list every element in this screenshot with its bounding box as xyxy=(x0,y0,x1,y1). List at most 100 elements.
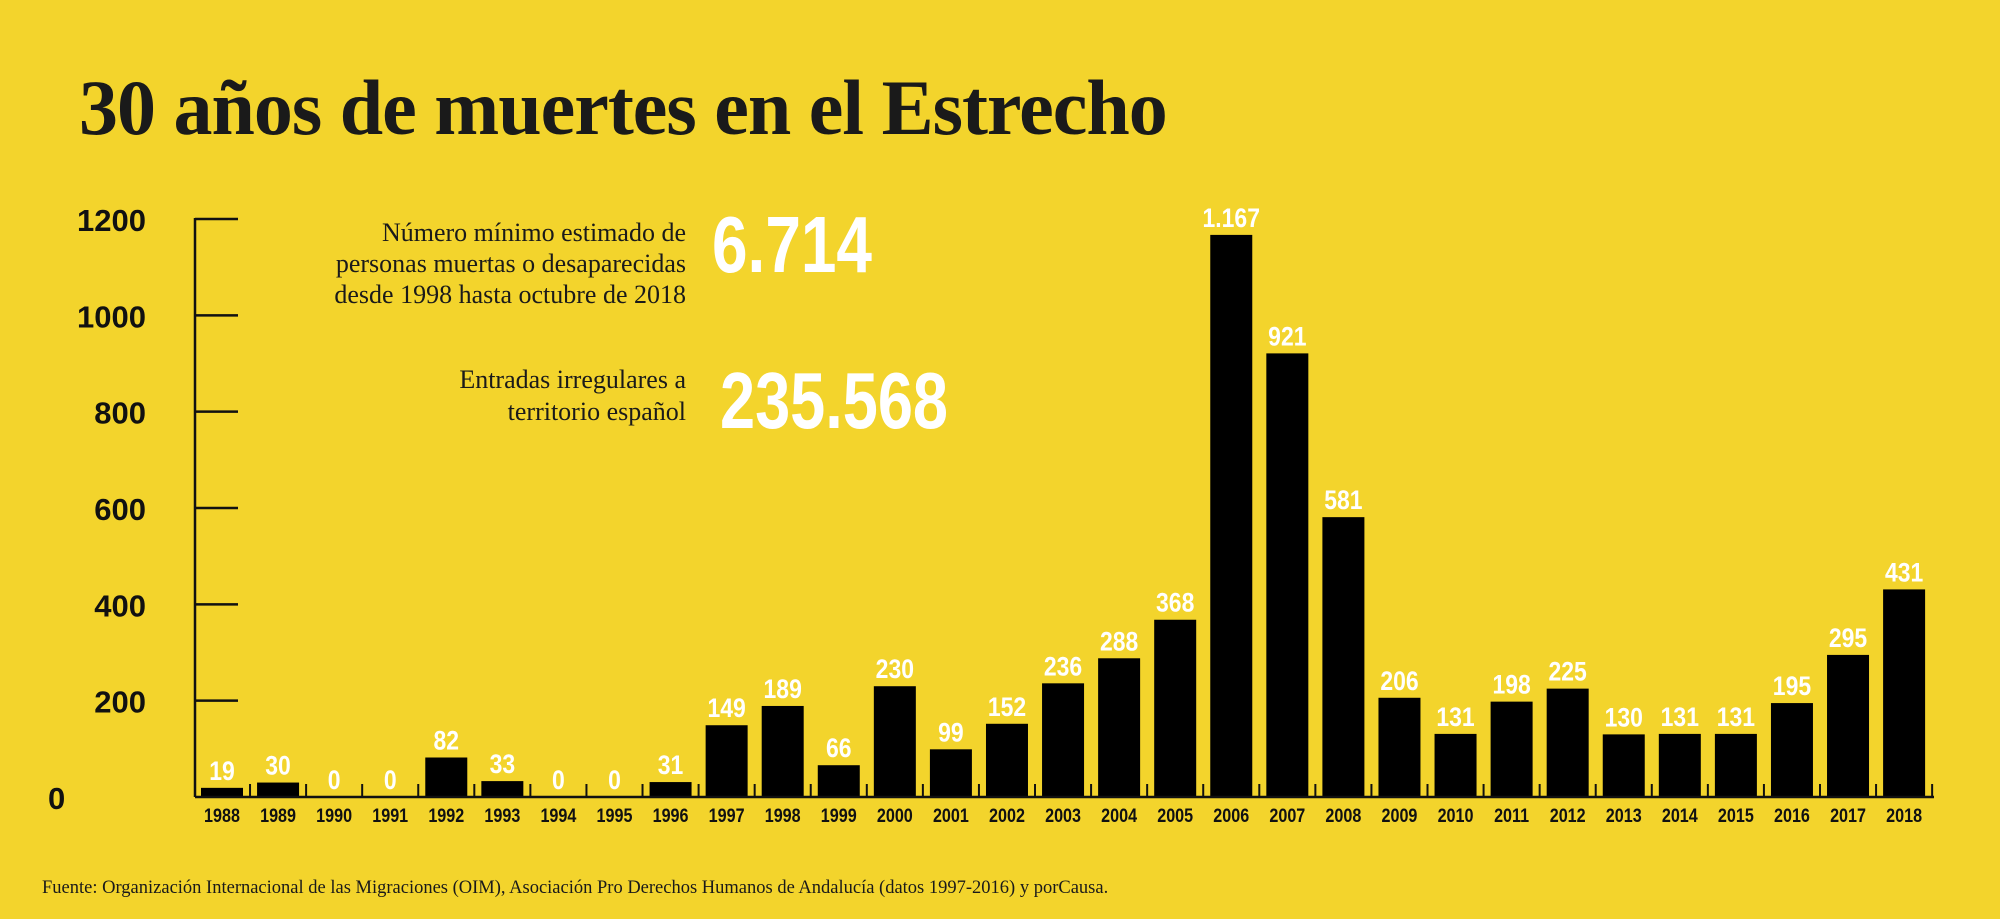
bar-2006 xyxy=(1210,234,1253,797)
y-tick-label: 1000 xyxy=(77,299,146,334)
bar-2004 xyxy=(1098,658,1141,797)
x-tick-label-2004: 2004 xyxy=(1101,805,1137,827)
value-label-2013: 130 xyxy=(1605,703,1643,733)
value-label-1992: 82 xyxy=(434,726,460,756)
value-label-1994: 0 xyxy=(552,765,565,795)
bar-2018 xyxy=(1883,589,1926,797)
y-tick-label: 800 xyxy=(94,396,146,431)
value-label-2012: 225 xyxy=(1549,657,1587,687)
x-tick-label-2011: 2011 xyxy=(1494,805,1529,827)
x-tick-label-1999: 1999 xyxy=(821,805,857,827)
value-label-1998: 189 xyxy=(764,674,802,704)
y-tick-label: 600 xyxy=(94,492,146,527)
bar-1992 xyxy=(425,757,468,797)
bar-1989 xyxy=(257,782,300,797)
bar-2003 xyxy=(1042,683,1085,797)
value-label-2014: 131 xyxy=(1661,702,1699,732)
bar-1999 xyxy=(817,765,860,797)
x-tick-label-2013: 2013 xyxy=(1606,805,1642,827)
bar-1997 xyxy=(705,725,748,797)
value-label-2007: 921 xyxy=(1268,322,1306,352)
bar-2016 xyxy=(1770,703,1813,797)
x-tick-label-1994: 1994 xyxy=(540,805,576,827)
value-label-1988: 19 xyxy=(209,756,235,786)
value-label-1997: 149 xyxy=(707,694,745,724)
value-label-2008: 581 xyxy=(1324,485,1362,515)
y-axis: 0 200 400 600 800 1000 1200 xyxy=(48,203,238,816)
bar-1996 xyxy=(649,782,692,797)
bars: 19 30 0 0 82 33 0 0 31 149 189 66 230 99 152 236 288 368 1… xyxy=(201,203,1926,797)
x-axis: 1988 1989 1990 1991 1992 1993 1994 1995 1996 1997… xyxy=(195,784,1934,826)
deaths-annotation: Número mínimo estimado de personas muert… xyxy=(334,200,872,309)
value-label-1996: 31 xyxy=(658,750,684,780)
entries-annotation: Entradas irregulares a territorio españo… xyxy=(459,356,948,445)
x-tick-label-2009: 2009 xyxy=(1382,805,1418,827)
x-tick-label-2001: 2001 xyxy=(933,805,969,827)
bar-2017 xyxy=(1827,654,1870,797)
value-label-1991: 0 xyxy=(384,765,397,795)
bar-2001 xyxy=(929,749,972,797)
x-tick-label-2005: 2005 xyxy=(1157,805,1193,827)
x-tick-label-1993: 1993 xyxy=(484,805,520,827)
x-tick-label-1995: 1995 xyxy=(597,805,633,827)
value-label-1990: 0 xyxy=(328,765,341,795)
x-tick-label-1989: 1989 xyxy=(260,805,296,827)
value-label-2002: 152 xyxy=(988,692,1026,722)
source-note: Fuente: Organización Internacional de la… xyxy=(42,878,1108,898)
x-tick-label-2003: 2003 xyxy=(1045,805,1081,827)
x-tick-label-1988: 1988 xyxy=(204,805,240,827)
value-label-2005: 368 xyxy=(1156,588,1194,618)
deaths-text-line-1: Número mínimo estimado de xyxy=(382,218,686,247)
bar-1993 xyxy=(481,781,524,797)
bar-2002 xyxy=(985,723,1028,797)
x-tick-label-2012: 2012 xyxy=(1550,805,1586,827)
x-tick-label-2016: 2016 xyxy=(1774,805,1810,827)
value-label-2004: 288 xyxy=(1100,627,1138,657)
x-tick-label-2007: 2007 xyxy=(1269,805,1305,827)
value-label-1989: 30 xyxy=(265,751,291,781)
bar-2000 xyxy=(873,686,916,797)
chart-title: 30 años de muertes en el Estrecho xyxy=(79,64,1167,151)
x-tick-label-2015: 2015 xyxy=(1718,805,1754,827)
value-label-2010: 131 xyxy=(1436,702,1474,732)
x-tick-label-1990: 1990 xyxy=(316,805,352,827)
y-tick-label: 200 xyxy=(94,685,146,720)
value-label-2017: 295 xyxy=(1829,623,1867,653)
value-label-2018: 431 xyxy=(1885,558,1923,588)
bar-2010 xyxy=(1434,733,1477,797)
x-tick-label-1997: 1997 xyxy=(709,805,745,827)
x-tick-label-1998: 1998 xyxy=(765,805,801,827)
bar-1998 xyxy=(761,705,804,797)
x-tick-label-2002: 2002 xyxy=(989,805,1025,827)
bar-2009 xyxy=(1378,697,1421,797)
entries-value: 235.568 xyxy=(720,356,948,445)
entries-text-line-2: territorio español xyxy=(508,397,686,426)
x-tick-label-2017: 2017 xyxy=(1830,805,1866,827)
bar-2014 xyxy=(1658,733,1701,797)
value-label-1995: 0 xyxy=(608,765,621,795)
value-label-2006: 1.167 xyxy=(1203,203,1260,233)
y-tick-label: 1200 xyxy=(77,203,146,238)
value-label-2001: 99 xyxy=(938,718,964,748)
value-label-2016: 195 xyxy=(1773,671,1811,701)
deaths-text-line-2: personas muertas o desaparecidas xyxy=(336,249,686,278)
value-label-2009: 206 xyxy=(1380,666,1418,696)
x-tick-label-2006: 2006 xyxy=(1213,805,1249,827)
bar-2015 xyxy=(1714,733,1757,797)
x-tick-label-2018: 2018 xyxy=(1886,805,1922,827)
value-label-1999: 66 xyxy=(826,734,852,764)
entries-text-line-1: Entradas irregulares a xyxy=(459,365,686,394)
x-tick-label-1992: 1992 xyxy=(428,805,464,827)
value-label-2015: 131 xyxy=(1717,702,1755,732)
bar-2005 xyxy=(1154,619,1197,797)
x-tick-label-2008: 2008 xyxy=(1325,805,1361,827)
y-tick-label: 400 xyxy=(94,588,146,623)
x-tick-label-1991: 1991 xyxy=(372,805,408,827)
value-label-1993: 33 xyxy=(490,749,516,779)
bar-2013 xyxy=(1602,734,1645,797)
deaths-text-line-3: desde 1998 hasta octubre de 2018 xyxy=(334,280,686,309)
bar-2007 xyxy=(1266,353,1309,797)
bar-2008 xyxy=(1322,517,1365,797)
bar-2012 xyxy=(1546,688,1589,797)
